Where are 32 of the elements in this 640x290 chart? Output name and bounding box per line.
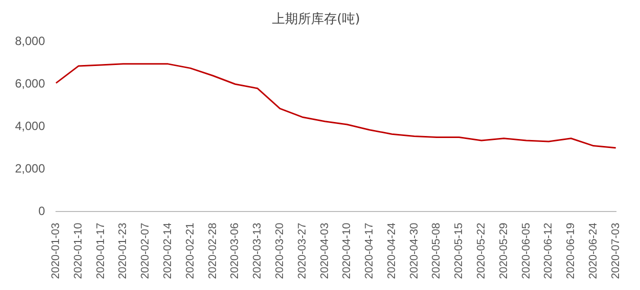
y-tick-label: 0 bbox=[38, 204, 46, 218]
x-tick-label: 2020-05-22 bbox=[475, 222, 488, 280]
x-tick-label: 2020-05-15 bbox=[453, 222, 466, 280]
y-tick-label: 2,000 bbox=[15, 162, 46, 176]
x-tick-label: 2020-03-27 bbox=[296, 222, 308, 280]
x-tick-label: 2020-02-21 bbox=[184, 222, 196, 280]
x-tick-label: 2020-01-03 bbox=[50, 222, 62, 280]
x-tick-label: 2020-02-14 bbox=[162, 222, 174, 280]
y-tick-label: 6,000 bbox=[15, 76, 46, 90]
y-tick-label: 8,000 bbox=[15, 34, 46, 48]
x-tick-label: 2020-02-28 bbox=[206, 222, 219, 280]
y-tick-label: 4,000 bbox=[15, 118, 46, 133]
x-tick-label: 2020-06-19 bbox=[565, 222, 578, 280]
chart-title: 上期所库存(吨) bbox=[272, 12, 360, 28]
x-tick-label: 2020-02-07 bbox=[140, 222, 152, 280]
x-tick-label: 2020-04-17 bbox=[364, 222, 376, 280]
x-tick-label: 2020-03-20 bbox=[274, 222, 286, 280]
x-tick-label: 2020-01-10 bbox=[72, 222, 84, 280]
x-tick-label: 2020-03-06 bbox=[229, 222, 242, 280]
x-tick-label: 2020-01-17 bbox=[94, 222, 107, 280]
x-tick-label: 2020-04-30 bbox=[408, 222, 420, 280]
x-tick-label: 2020-04-03 bbox=[318, 222, 331, 280]
x-tick-label: 2020-06-05 bbox=[520, 222, 532, 280]
x-tick-label: 2020-04-10 bbox=[341, 222, 354, 280]
x-tick-label: 2020-06-24 bbox=[587, 222, 600, 280]
x-tick-label: 2020-04-24 bbox=[386, 222, 398, 280]
x-tick-label: 2020-05-08 bbox=[430, 222, 443, 280]
x-tick-label: 2020-05-29 bbox=[498, 222, 510, 280]
x-tick-label: 2020-06-12 bbox=[542, 222, 555, 280]
x-tick-label: 2020-03-13 bbox=[252, 222, 264, 280]
x-tick-label: 2020-01-23 bbox=[117, 222, 130, 280]
x-tick-label: 2020-07-03 bbox=[610, 222, 622, 280]
